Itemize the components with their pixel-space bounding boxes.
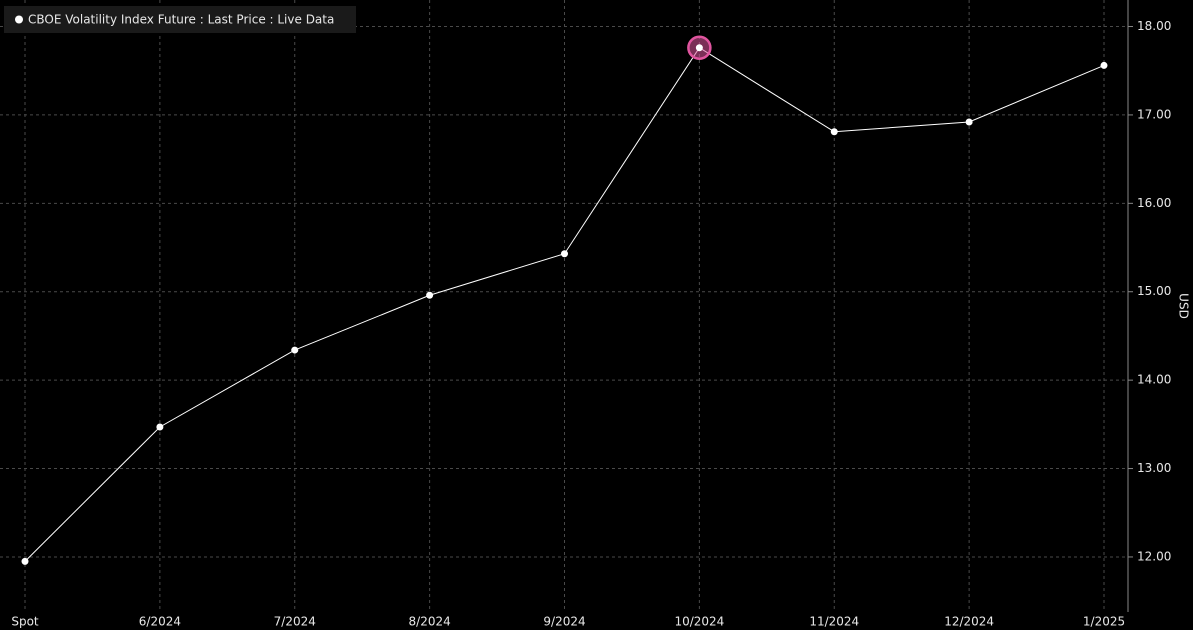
x-tick-label: 11/2024 (809, 615, 859, 629)
x-tick-label: 10/2024 (674, 615, 724, 629)
data-point (830, 128, 838, 136)
x-tick-label: 12/2024 (944, 615, 994, 629)
x-tick-label: 8/2024 (409, 615, 451, 629)
legend-box (4, 6, 356, 33)
data-point (965, 118, 973, 126)
y-tick-label: 18.00 (1137, 19, 1171, 33)
y-tick-label: 15.00 (1137, 284, 1171, 298)
x-tick-label: 7/2024 (274, 615, 316, 629)
y-tick-label: 13.00 (1137, 461, 1171, 475)
x-tick-label: Spot (11, 615, 39, 629)
data-point (561, 250, 568, 258)
legend-label: CBOE Volatility Index Future : Last Pric… (28, 13, 334, 27)
x-tick-label: 1/2025 (1083, 615, 1125, 629)
legend-marker (15, 15, 23, 24)
data-point (695, 44, 703, 52)
data-point (21, 557, 29, 565)
y-axis-label: USD (1177, 293, 1191, 319)
x-tick-label: 6/2024 (139, 615, 181, 629)
y-tick-label: 12.00 (1137, 549, 1171, 563)
y-tick-label: 16.00 (1137, 196, 1171, 210)
data-point (156, 423, 164, 431)
data-point (1100, 61, 1108, 69)
data-point (291, 346, 299, 354)
data-point (426, 291, 434, 299)
y-tick-label: 14.00 (1137, 373, 1171, 387)
y-tick-label: 17.00 (1137, 107, 1171, 121)
series-line (24, 47, 1105, 562)
x-tick-label: 9/2024 (543, 615, 585, 629)
